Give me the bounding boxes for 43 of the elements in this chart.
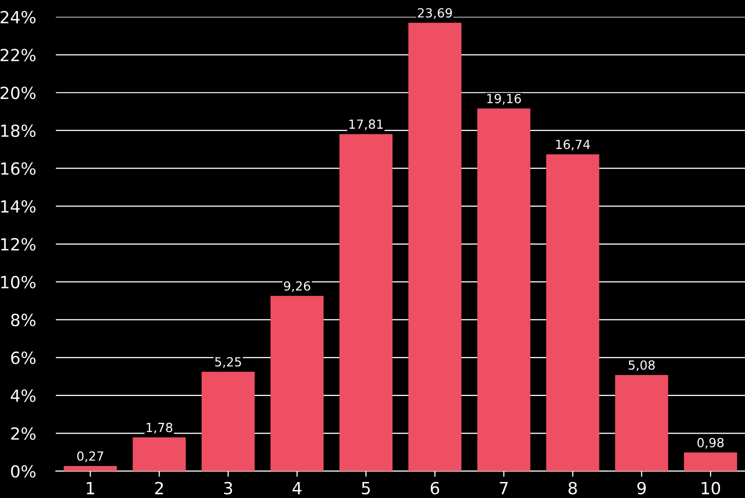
x-tick-label: 5 [362, 482, 370, 494]
bar [270, 296, 324, 472]
data-label: 0,98 [697, 438, 724, 449]
data-label: 0,27 [77, 451, 104, 462]
data-label: 5,08 [628, 360, 655, 372]
data-label: 9,26 [284, 281, 310, 292]
data-label: 5,25 [215, 357, 241, 368]
y-tick-label: 24% [0, 10, 36, 24]
data-label: 19,16 [487, 94, 521, 105]
data-label: 1,78 [146, 422, 172, 434]
data-label: 23,69 [418, 8, 452, 19]
y-tick-label: 12% [1, 238, 36, 251]
bar [339, 134, 393, 472]
bar [546, 154, 600, 472]
x-tick-label: 4 [292, 482, 302, 494]
x-tick-label: 2 [155, 482, 163, 494]
y-tick-label: 0% [11, 465, 36, 478]
x-tick-label: 1 [86, 482, 94, 494]
bar [64, 466, 117, 472]
bar [132, 437, 186, 472]
bar [615, 374, 668, 472]
bar [408, 22, 462, 472]
y-tick-label: 16% [1, 162, 36, 175]
y-tick-label: 18% [1, 124, 36, 138]
data-label: 16,74 [556, 140, 590, 150]
y-tick-label: 8% [11, 314, 36, 326]
x-tick-label: 3 [224, 482, 232, 494]
y-tick-label: 22% [0, 48, 36, 62]
y-tick-label: 10% [1, 276, 36, 288]
y-tick-label: 6% [11, 352, 36, 364]
x-tick-label: 9 [637, 482, 646, 494]
bar [202, 372, 255, 472]
y-tick-label: 20% [0, 86, 36, 100]
x-tick-label: 6 [430, 482, 440, 494]
x-tick-label: 7 [500, 482, 508, 494]
x-tick-label: 8 [568, 482, 577, 494]
x-tick-label: 10 [702, 482, 720, 494]
y-tick-label: 4% [10, 389, 36, 402]
bar [684, 452, 738, 472]
data-label: 17,81 [349, 119, 383, 130]
bar [477, 108, 530, 472]
y-tick-label: 14% [1, 200, 36, 213]
y-tick-label: 2% [11, 427, 36, 440]
